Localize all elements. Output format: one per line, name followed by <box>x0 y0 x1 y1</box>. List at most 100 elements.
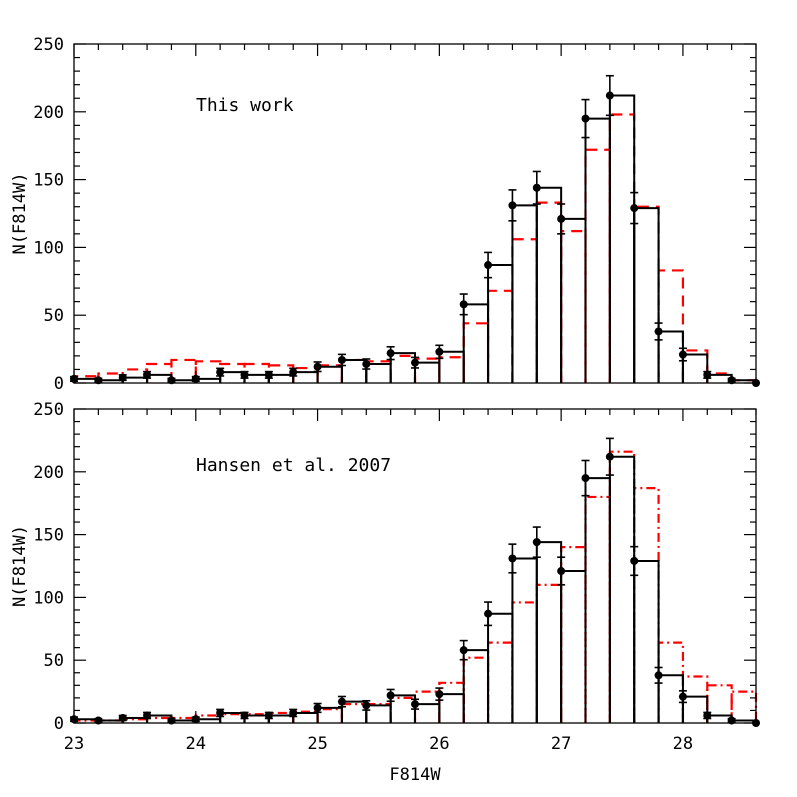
y-axis-title: N(F814W) <box>10 173 30 255</box>
bar <box>633 205 660 383</box>
point-marker <box>654 671 663 680</box>
point-marker <box>240 711 249 720</box>
bar <box>487 264 514 383</box>
point-marker <box>216 368 225 377</box>
point-marker <box>435 347 444 356</box>
bar <box>608 450 636 723</box>
bar <box>584 495 611 723</box>
data-point <box>216 708 225 718</box>
point-marker <box>386 691 395 700</box>
point-marker <box>508 201 517 210</box>
point-marker <box>216 708 225 717</box>
series-1-bars <box>72 113 758 383</box>
point-marker <box>240 370 249 379</box>
data-point <box>435 687 444 701</box>
data-point <box>337 353 346 367</box>
panel-annotation: This work <box>196 95 294 116</box>
data-point <box>654 666 663 684</box>
bar <box>706 684 733 723</box>
bar <box>365 363 392 383</box>
data-point <box>581 98 590 139</box>
point-marker <box>484 609 493 618</box>
plot-frame <box>73 43 757 384</box>
data-point <box>484 251 493 279</box>
bar <box>487 612 514 723</box>
bar <box>414 361 441 383</box>
point-marker <box>630 204 639 213</box>
point-marker <box>411 358 419 367</box>
point-marker <box>557 214 566 223</box>
point-marker <box>605 452 614 461</box>
data-point <box>630 545 639 577</box>
data-point <box>386 345 395 361</box>
y-tick-label: 250 <box>33 35 64 55</box>
point-marker <box>532 538 541 547</box>
bar <box>535 541 563 723</box>
top-panel: 0 50 100 150 200 250 This work N(F814W) <box>10 35 760 394</box>
bar <box>657 269 685 383</box>
bar <box>584 148 611 383</box>
point-marker <box>630 556 639 565</box>
x-tick-labels: 23 24 25 26 27 28 <box>64 734 693 754</box>
data-point <box>362 358 371 370</box>
series-0-bars <box>73 94 757 383</box>
y-axis-title: N(F814W) <box>10 525 30 607</box>
data-point <box>313 361 322 373</box>
y-tick-label: 250 <box>33 400 64 420</box>
data-point <box>143 370 152 379</box>
histogram-layers <box>72 94 758 383</box>
bar <box>535 583 563 723</box>
y-tick-label: 200 <box>33 103 64 123</box>
point-marker <box>143 370 152 379</box>
y-tick-label: 100 <box>33 588 64 608</box>
bar <box>560 546 587 723</box>
bar <box>413 690 441 723</box>
y-tick-label: 0 <box>54 714 64 734</box>
y-tick-label: 150 <box>33 526 64 546</box>
series-0-bars <box>73 455 757 723</box>
y-tick-label: 100 <box>33 238 64 258</box>
panel-annotation: Hansen et al. 2007 <box>196 455 391 476</box>
x-axis-title: F814W <box>389 765 441 785</box>
x-tick-label: 27 <box>551 734 571 754</box>
data-point <box>337 695 346 708</box>
point-marker <box>289 368 298 377</box>
axis-ticks <box>73 43 757 384</box>
bar <box>535 201 563 383</box>
bar <box>560 230 587 383</box>
bar <box>462 322 490 383</box>
bar <box>365 704 392 723</box>
data-point <box>557 203 566 235</box>
point-marker <box>703 711 712 720</box>
x-tick-label: 25 <box>307 734 327 754</box>
data-point <box>508 189 517 222</box>
bar <box>681 353 709 383</box>
bar <box>511 238 538 383</box>
point-marker <box>678 350 687 359</box>
y-tick-label: 50 <box>44 651 64 671</box>
plot-frame <box>73 408 757 724</box>
data-point <box>386 688 395 703</box>
data-point <box>654 322 663 341</box>
y-tick-labels: 0 50 100 150 200 250 <box>33 400 64 734</box>
data-point <box>532 526 541 559</box>
bar <box>316 708 344 723</box>
data-point <box>411 356 419 369</box>
y-tick-label: 0 <box>54 374 64 394</box>
data-point <box>605 437 614 476</box>
point-marker <box>264 711 273 720</box>
bar <box>608 455 636 723</box>
point-marker <box>289 708 298 717</box>
bar <box>462 656 490 723</box>
point-marker <box>532 183 541 192</box>
x-tick-label: 24 <box>186 734 206 754</box>
bar <box>560 217 587 383</box>
bar <box>608 94 636 383</box>
x-tick-label: 28 <box>673 734 693 754</box>
bar <box>681 695 709 723</box>
point-marker <box>581 114 590 123</box>
bar <box>608 113 636 383</box>
bar <box>486 289 514 383</box>
point-marker <box>143 711 152 720</box>
